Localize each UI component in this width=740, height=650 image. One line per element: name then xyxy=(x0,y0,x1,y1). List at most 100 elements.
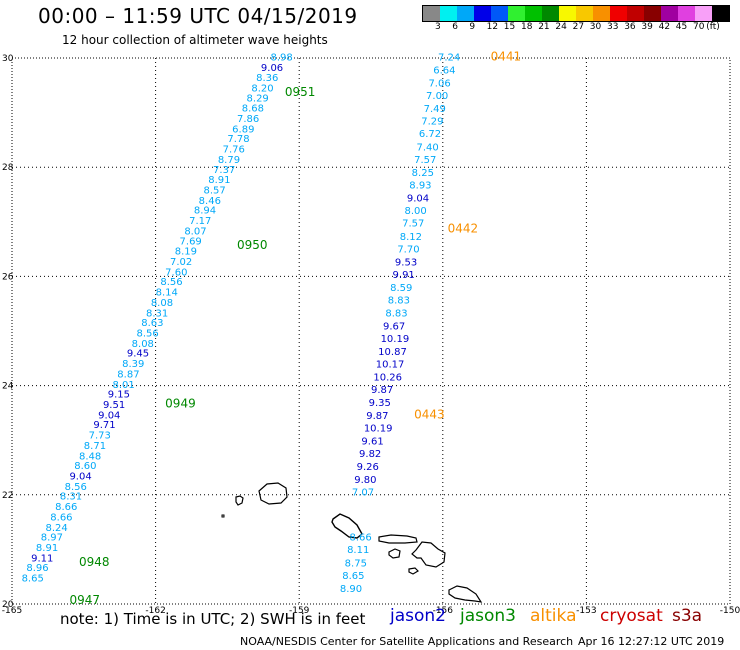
wave-height-reading: 7.29 xyxy=(421,117,443,128)
wave-height-reading: 8.11 xyxy=(347,545,369,556)
generated-timestamp: Apr 16 12:27:12 UTC 2019 xyxy=(578,635,725,648)
wave-height-reading: 9.87 xyxy=(366,411,388,422)
color-swatch xyxy=(678,6,695,21)
island-hawaii xyxy=(448,585,483,603)
wave-height-reading: 10.19 xyxy=(364,423,393,434)
wave-height-reading: 7.40 xyxy=(416,142,438,153)
color-swatch xyxy=(525,6,542,21)
x-tick-label: -156 xyxy=(433,606,454,616)
wave-height-reading: 8.31 xyxy=(146,308,168,319)
wave-height-reading: 8.07 xyxy=(184,226,206,237)
wave-height-reading: 10.26 xyxy=(373,373,402,384)
wave-height-reading: 8.39 xyxy=(122,359,144,370)
wave-height-reading: 8.66 xyxy=(55,502,77,513)
wave-height-reading: 8.56 xyxy=(65,482,87,493)
y-tick-label: 20 xyxy=(2,600,14,610)
wave-height-reading: 8.20 xyxy=(251,83,273,94)
color-swatch xyxy=(457,6,474,21)
wave-height-reading: 9.35 xyxy=(369,398,391,409)
x-tick-label: -165 xyxy=(2,606,22,616)
legend-s3a: s3a xyxy=(672,606,703,626)
hawaiian-islands xyxy=(221,482,483,603)
color-swatch xyxy=(610,6,627,21)
x-tick-label: -162 xyxy=(145,606,165,616)
wave-height-reading: 8.57 xyxy=(203,185,225,196)
x-tick-label: -159 xyxy=(289,606,310,616)
color-scale-bar xyxy=(422,5,730,22)
color-swatch xyxy=(423,6,440,21)
color-swatch xyxy=(440,6,457,21)
color-swatch xyxy=(491,6,508,21)
wave-height-reading: 7.60 xyxy=(165,267,187,278)
wave-height-reading: 7.69 xyxy=(180,237,202,248)
wave-height-reading: 8.66 xyxy=(50,512,72,523)
pass-time-label: 0441 xyxy=(491,50,522,64)
color-swatch xyxy=(508,6,525,21)
y-tick-label: 28 xyxy=(2,163,14,173)
wave-height-reading: 7.57 xyxy=(402,219,424,230)
color-swatch xyxy=(644,6,661,21)
wave-height-reading: 7.02 xyxy=(170,257,192,268)
wave-height-reading: 9.82 xyxy=(359,449,381,460)
color-swatch xyxy=(712,6,729,21)
pass-time-label: 0442 xyxy=(448,222,479,236)
wave-height-reading: 8.00 xyxy=(405,206,427,217)
wave-height-reading: 9.26 xyxy=(357,462,379,473)
wave-height-reading: 8.14 xyxy=(156,288,178,299)
color-scale-label: 70 xyxy=(693,22,705,32)
x-tick-label: -150 xyxy=(720,606,740,616)
credit-text: NOAA/NESDIS Center for Satellite Applica… xyxy=(240,635,574,648)
wave-height-reading: 8.66 xyxy=(349,533,371,544)
island-niihau xyxy=(235,495,244,506)
wave-height-reading: 8.24 xyxy=(46,523,68,534)
wave-height-reading: 8.65 xyxy=(22,574,44,585)
island-kaula xyxy=(221,514,225,518)
wave-height-reading: 9.71 xyxy=(93,420,115,431)
wave-height-reading: 8.12 xyxy=(400,232,422,243)
wave-height-reading: 9.04 xyxy=(69,472,91,483)
pass-time-label: 0951 xyxy=(285,85,316,99)
grid-lines xyxy=(12,58,730,604)
wave-height-reading: 8.79 xyxy=(218,155,240,166)
wave-height-reading: 6.64 xyxy=(433,65,455,76)
wave-height-reading: 8.91 xyxy=(36,543,58,554)
color-scale-label: 27 xyxy=(572,22,585,32)
color-scale-label: 33 xyxy=(607,22,619,32)
color-swatch xyxy=(695,6,712,21)
legend-cryosat: cryosat xyxy=(600,606,663,626)
island-oahu xyxy=(331,513,363,539)
wave-height-reading: 8.96 xyxy=(26,563,48,574)
color-swatch xyxy=(559,6,576,21)
color-scale-label: 30 xyxy=(589,22,602,32)
pass-time-label: 0443 xyxy=(414,407,445,421)
wave-height-reading: 8.08 xyxy=(132,339,154,350)
wave-height-reading: 8.60 xyxy=(74,461,96,472)
color-scale-label: 39 xyxy=(641,22,653,32)
wave-height-reading: 8.59 xyxy=(390,283,412,294)
legend-jason3: jason3 xyxy=(460,606,516,626)
wave-height-reading: 8.71 xyxy=(84,441,106,452)
wave-height-reading: 8.87 xyxy=(117,369,139,380)
y-tick-label: 26 xyxy=(2,272,14,282)
color-scale-label: 18 xyxy=(521,22,533,32)
color-scale-label: 24 xyxy=(555,22,567,32)
wave-height-reading: 8.08 xyxy=(151,298,173,309)
wave-height-reading: 8.36 xyxy=(256,73,278,84)
wave-height-reading: 8.31 xyxy=(60,492,82,503)
wave-height-reading: 7.57 xyxy=(414,155,436,166)
wave-height-reading: 7.70 xyxy=(397,244,419,255)
y-tick-label: 24 xyxy=(2,382,14,392)
wave-height-reading: 7.76 xyxy=(223,144,245,155)
wave-height-reading: 7.17 xyxy=(189,216,211,227)
wave-height-reading: 6.89 xyxy=(232,124,254,135)
pass-time-label: 0947 xyxy=(69,593,100,607)
wave-height-reading: 9.04 xyxy=(407,194,429,205)
island-molokai xyxy=(378,534,418,544)
wave-height-reading: 9.06 xyxy=(261,63,283,74)
wave-height-reading: 9.51 xyxy=(103,400,125,411)
island-lanai xyxy=(388,548,401,559)
wave-height-reading: 8.68 xyxy=(242,104,264,115)
island-kauai xyxy=(258,482,288,505)
pass-time-label: 0948 xyxy=(79,555,110,569)
